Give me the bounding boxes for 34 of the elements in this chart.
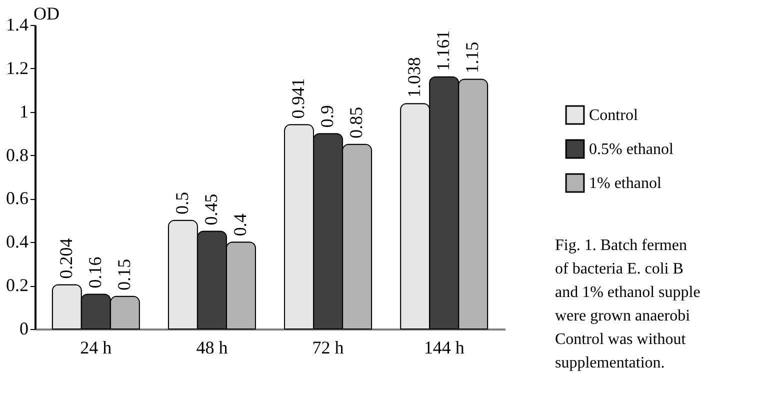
data-label: 1.161: [433, 30, 454, 71]
x-tick-label: 48 h: [196, 338, 228, 358]
data-label: 0.204: [56, 238, 76, 279]
x-tick-label: 144 h: [424, 338, 464, 358]
data-label: 0.5: [172, 192, 192, 214]
y-tick-label: 1: [20, 101, 28, 122]
data-label: 0.941: [288, 78, 308, 119]
y-tick-label: 0.6: [6, 188, 28, 208]
y-tick-label: 0.8: [6, 144, 28, 165]
x-tick-label: 72 h: [312, 338, 344, 358]
text: Control was without: [555, 331, 686, 348]
text: of bacteria E. coli B: [555, 260, 684, 278]
text: supplementation.: [555, 354, 665, 372]
legend-label: 0.5% ethanol: [589, 141, 674, 158]
y-tick-label: 0.2: [6, 275, 28, 296]
y-tick-label: 1.2: [6, 58, 28, 78]
data-label: 0.4: [230, 214, 250, 236]
data-label: 1.038: [404, 57, 424, 98]
data-label: 0.45: [200, 194, 221, 226]
legend-label: Control: [589, 107, 638, 124]
data-label: 1.15: [462, 42, 482, 74]
data-label: 0.16: [84, 256, 105, 288]
data-label: 0.85: [346, 106, 366, 138]
y-tick-label: 1.4: [6, 14, 28, 34]
text: and 1% ethanol supple: [555, 284, 700, 301]
y-tick-label: 0.4: [6, 232, 28, 252]
legend-label: 1% ethanol: [589, 175, 662, 192]
y-tick-label: 0: [20, 318, 28, 338]
text: were grown anaerobi: [555, 308, 691, 324]
data-label: 0.9: [317, 105, 338, 128]
y-axis-title: OD: [34, 4, 60, 24]
data-label: 0.15: [114, 258, 134, 290]
caption: Fig. 1. Batch fermen: [555, 237, 687, 254]
x-tick-label: 24 h: [80, 338, 112, 358]
